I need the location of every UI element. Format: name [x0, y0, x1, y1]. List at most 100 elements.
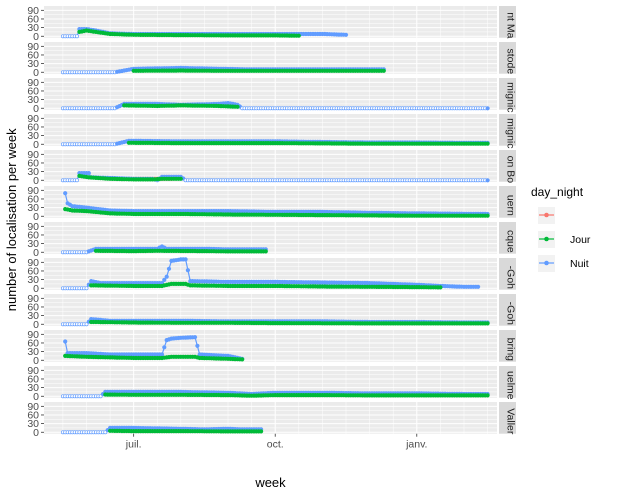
y-tick-label: 60	[27, 193, 39, 205]
y-tick-label: 60	[27, 157, 39, 169]
data-point	[240, 357, 245, 362]
data-point	[296, 33, 301, 38]
data-point	[84, 286, 89, 291]
data-point	[485, 106, 490, 111]
legend-label: Jour	[570, 234, 591, 246]
y-tick-label: 0	[33, 31, 39, 43]
data-point	[183, 257, 188, 262]
legend-key-point	[544, 260, 549, 266]
y-tick-label: 0	[33, 211, 39, 223]
facet-strip-label: on Bo	[505, 156, 517, 184]
facet-strip-label: nt Ma	[505, 12, 517, 38]
y-tick-label: 30	[27, 418, 39, 430]
data-point	[485, 178, 490, 183]
facet-strip-label: bring	[505, 338, 517, 362]
y-tick-label: 30	[27, 94, 39, 106]
legend: day_night Jour Nuit	[531, 185, 591, 272]
y-tick-label: 60	[27, 85, 39, 97]
data-point	[263, 249, 268, 254]
facet-strip-label: -Goh	[505, 266, 517, 290]
y-tick-label: 0	[33, 103, 39, 115]
data-point	[63, 191, 68, 196]
data-point	[485, 141, 490, 146]
facet-strip	[499, 6, 516, 38]
facet-strip	[499, 222, 516, 254]
data-point	[162, 345, 167, 350]
y-tick-label: 90	[27, 77, 39, 89]
facet-strip-label: -Goh	[505, 302, 517, 326]
facet-strip	[499, 294, 516, 326]
data-point	[235, 104, 240, 109]
facet-strip-label: stode	[505, 49, 517, 75]
y-tick-label: 30	[27, 202, 39, 214]
y-tick-label: 90	[27, 185, 39, 197]
facet-strip	[499, 42, 516, 74]
y-tick-label: 0	[33, 139, 39, 151]
data-point	[485, 213, 490, 218]
data-point	[84, 322, 89, 327]
y-tick-label: 30	[27, 166, 39, 178]
y-tick-label: 0	[33, 391, 39, 403]
facet-strip-label: cque	[505, 230, 517, 253]
legend-key-point	[544, 212, 549, 218]
y-tick-label: 30	[27, 274, 39, 286]
y-tick-label: 0	[33, 247, 39, 259]
x-tick-label: oct.	[267, 439, 284, 451]
legend-key-point	[544, 236, 549, 242]
x-tick-label: juil.	[125, 439, 142, 451]
facet-strip-label: mignic	[505, 118, 517, 148]
y-tick-label: 60	[27, 265, 39, 277]
data-point	[162, 277, 167, 282]
y-tick-label: 0	[33, 355, 39, 367]
y-tick-label: 0	[33, 319, 39, 331]
data-point	[476, 284, 481, 289]
y-tick-label: 30	[27, 382, 39, 394]
y-tick-label: 60	[27, 337, 39, 349]
data-point	[438, 285, 443, 290]
y-tick-label: 90	[27, 41, 39, 53]
facet-strip-label: uern	[505, 195, 517, 216]
y-tick-label: 30	[27, 310, 39, 322]
y-tick-label: 90	[27, 401, 39, 413]
y-tick-label: 60	[27, 229, 39, 241]
y-tick-label: 30	[27, 58, 39, 70]
data-point	[164, 274, 169, 279]
facet-strip	[499, 114, 516, 146]
y-tick-label: 90	[27, 221, 39, 233]
y-tick-label: 60	[27, 121, 39, 133]
facet-strip	[499, 78, 516, 110]
x-tick-label: janv.	[405, 439, 427, 451]
data-point	[166, 266, 172, 271]
data-point	[98, 394, 103, 399]
facet-strip	[499, 402, 516, 434]
facet-strip-label: mignic	[505, 82, 517, 112]
legend-title: day_night	[531, 185, 584, 199]
facet-strip	[499, 330, 516, 362]
y-tick-label: 90	[27, 293, 39, 305]
facet-strip	[499, 150, 516, 182]
facet-strip	[499, 258, 516, 290]
data-point	[63, 339, 68, 344]
y-tick-label: 0	[33, 283, 39, 295]
data-point	[195, 343, 200, 348]
y-tick-label: 0	[33, 67, 39, 79]
x-axis-title: week	[254, 475, 286, 490]
y-tick-label: 60	[27, 373, 39, 385]
y-tick-label: 90	[27, 5, 39, 17]
data-point	[485, 321, 490, 326]
facet-strip-label: Valler	[505, 408, 517, 435]
y-tick-label: 90	[27, 257, 39, 269]
y-tick-label: 30	[27, 130, 39, 142]
y-tick-label: 60	[27, 409, 39, 421]
data-point	[75, 34, 79, 39]
data-point	[192, 335, 198, 340]
